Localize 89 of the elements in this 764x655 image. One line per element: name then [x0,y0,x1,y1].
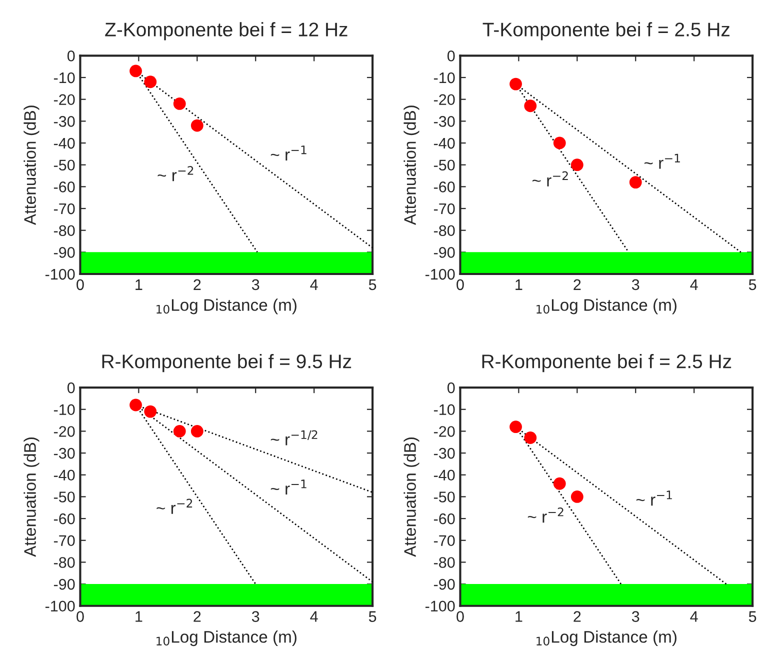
y-tick-label: -100 [45,600,75,612]
y-tick-label: -10 [434,404,455,416]
series-label: ~ r$^{−1}$ [270,480,306,495]
y-tick-label: -90 [54,578,75,590]
y-tick-label: -80 [434,557,455,568]
chart-title: R-Komponente bei f = 9.5 Hz [102,354,352,372]
x-tick-label: 0 [76,279,84,290]
series-label: ~ r$^{−1}$ [270,146,306,160]
y-tick-label: -20 [54,426,75,437]
x-tick-label: 3 [632,611,640,622]
y-tick-label: -40 [434,470,455,481]
y-tick-label: -20 [54,94,75,106]
y-tick-label: -90 [54,247,75,258]
x-tick-label: 0 [456,611,464,622]
y-tick-label: -80 [54,225,75,236]
y-tick-label: 0 [67,382,75,394]
x-tick-label: 1 [516,611,522,622]
x-tick-label: 2 [574,279,581,290]
x-tick-label: 1 [136,279,142,290]
x-tick-label: 3 [632,279,640,290]
y-tick-label: -50 [54,492,75,502]
series-label: ~ r$^{−1}$ [636,490,672,506]
x-tick-label: 3 [252,279,260,290]
y-tick-label: -70 [434,203,455,214]
y-tick-label: -30 [434,116,455,127]
chart-title: R-Komponente bei f = 2.5 Hz [482,354,732,372]
y-tick-label: -50 [434,492,455,502]
x-tick-label: 2 [194,279,201,290]
x-tick-label: 1 [136,611,142,622]
y-axis-title: Attenuation (dB) [24,438,40,557]
chart-title: T-Komponente bei f = 2.5 Hz [482,22,730,40]
y-tick-label: -100 [425,600,455,612]
y-tick-label: -100 [425,268,455,280]
y-tick-label: -100 [45,268,75,280]
y-tick-label: -50 [434,160,455,171]
y-tick-label: -10 [434,72,455,84]
y-tick-label: -30 [54,116,75,127]
y-tick-label: -50 [54,160,75,171]
y-tick-label: -20 [434,426,455,437]
y-tick-label: -10 [54,72,75,84]
x-tick-label: 5 [748,279,756,290]
series-label: ~ r$^{−2}$ [532,171,568,186]
y-tick-label: 0 [447,382,455,394]
chart-title: Z-Komponente bei f = 12 Hz [105,22,348,40]
x-tick-label: 4 [690,279,698,290]
x-tick-label: 0 [456,279,464,290]
x-tick-label: 4 [310,279,318,290]
y-tick-label: -30 [54,448,75,459]
y-tick-label: 0 [447,50,455,62]
series-label: ~ r$^{−2}$ [156,498,192,514]
y-tick-label: -60 [54,513,75,524]
y-tick-label: -70 [54,535,75,546]
x-tick-label: 4 [690,611,698,622]
y-tick-label: -30 [434,448,455,459]
x-tick-label: 0 [76,611,84,622]
y-axis-title: Attenuation (dB) [24,106,40,226]
y-tick-label: -40 [54,470,75,481]
y-axis-title: Attenuation (dB) [404,438,420,557]
x-axis-title: $_{10}$Log Distance (m) [536,630,676,646]
y-tick-label: -60 [434,182,455,192]
y-tick-label: -80 [54,557,75,568]
x-tick-label: 4 [310,611,318,622]
x-tick-label: 1 [516,279,522,290]
x-tick-label: 5 [368,279,376,290]
x-axis-title: $_{10}$Log Distance (m) [156,630,296,646]
x-tick-label: 5 [748,611,756,622]
series-label: ~ r$^{−1/2}$ [270,430,318,446]
x-axis-title: $_{10}$Log Distance (m) [536,298,676,314]
y-tick-label: -90 [434,578,455,590]
series-label: ~ r$^{−2}$ [158,166,194,182]
y-tick-label: -70 [434,535,455,546]
x-tick-label: 3 [252,611,260,622]
y-tick-label: -20 [434,94,455,106]
series-label: ~ r$^{−1}$ [644,154,680,169]
y-axis-title: Attenuation (dB) [404,106,420,226]
y-tick-label: 0 [67,50,75,62]
y-tick-label: -60 [434,513,455,524]
y-tick-label: -40 [54,138,75,149]
x-tick-label: 5 [368,611,376,622]
y-tick-label: -40 [434,138,455,149]
y-tick-label: -60 [54,182,75,192]
x-tick-label: 2 [574,611,581,622]
y-tick-label: -90 [434,247,455,258]
y-tick-label: -80 [434,225,455,236]
y-tick-label: -10 [54,404,75,416]
x-tick-label: 2 [194,611,201,622]
y-tick-label: -70 [54,203,75,214]
series-label: ~ r$^{−2}$ [528,508,564,523]
x-axis-title: $_{10}$Log Distance (m) [156,298,296,314]
